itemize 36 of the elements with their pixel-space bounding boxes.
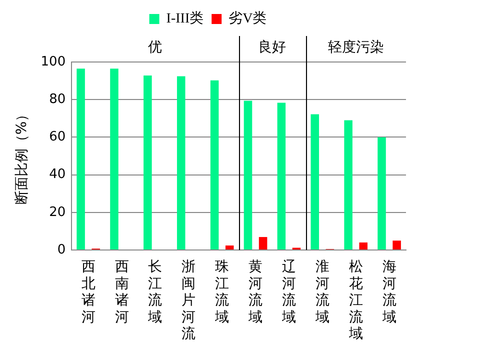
x-tick-label: 西北诸河 [81,259,96,326]
y-tick-label: 60 [49,130,66,145]
y-tick-label: 0 [57,242,66,258]
x-tick-label: 浙闽片河流 [182,259,196,342]
bar [392,240,401,250]
bar [110,68,118,250]
y-tick-label: 20 [49,204,66,220]
bar [258,237,268,250]
y-tick-label: 100 [40,54,66,70]
x-tick-label: 长江流域 [147,259,162,326]
y-axis-title: 断面比例（%） [14,107,30,205]
bar [210,80,219,250]
bar [176,76,186,250]
y-tick-label: 80 [49,92,66,107]
legend-label: 劣V类 [228,10,267,27]
x-tick-label: 西南诸河 [114,259,129,326]
text: 轻度污染 [328,40,384,56]
bar [359,242,368,250]
y-tick-label: 40 [49,167,66,182]
x-tick-label: 黄河流域 [248,259,263,326]
bar [378,137,386,250]
x-tick-label: 珠江流域 [214,259,230,326]
x-tick-label: 淮河流域 [314,259,330,326]
bar [144,76,152,250]
text: 优 [148,40,162,56]
bar [225,245,234,250]
bar [76,68,85,250]
legend-label: I-III类 [166,10,204,27]
bar [310,114,320,250]
text: 良好 [258,40,286,56]
x-tick-label: 松花江流域 [348,259,363,342]
bar [244,100,252,250]
bar [344,120,352,250]
bar [277,102,286,250]
x-tick-label: 海河流域 [381,259,396,326]
x-tick-label: 辽河流域 [280,259,296,326]
